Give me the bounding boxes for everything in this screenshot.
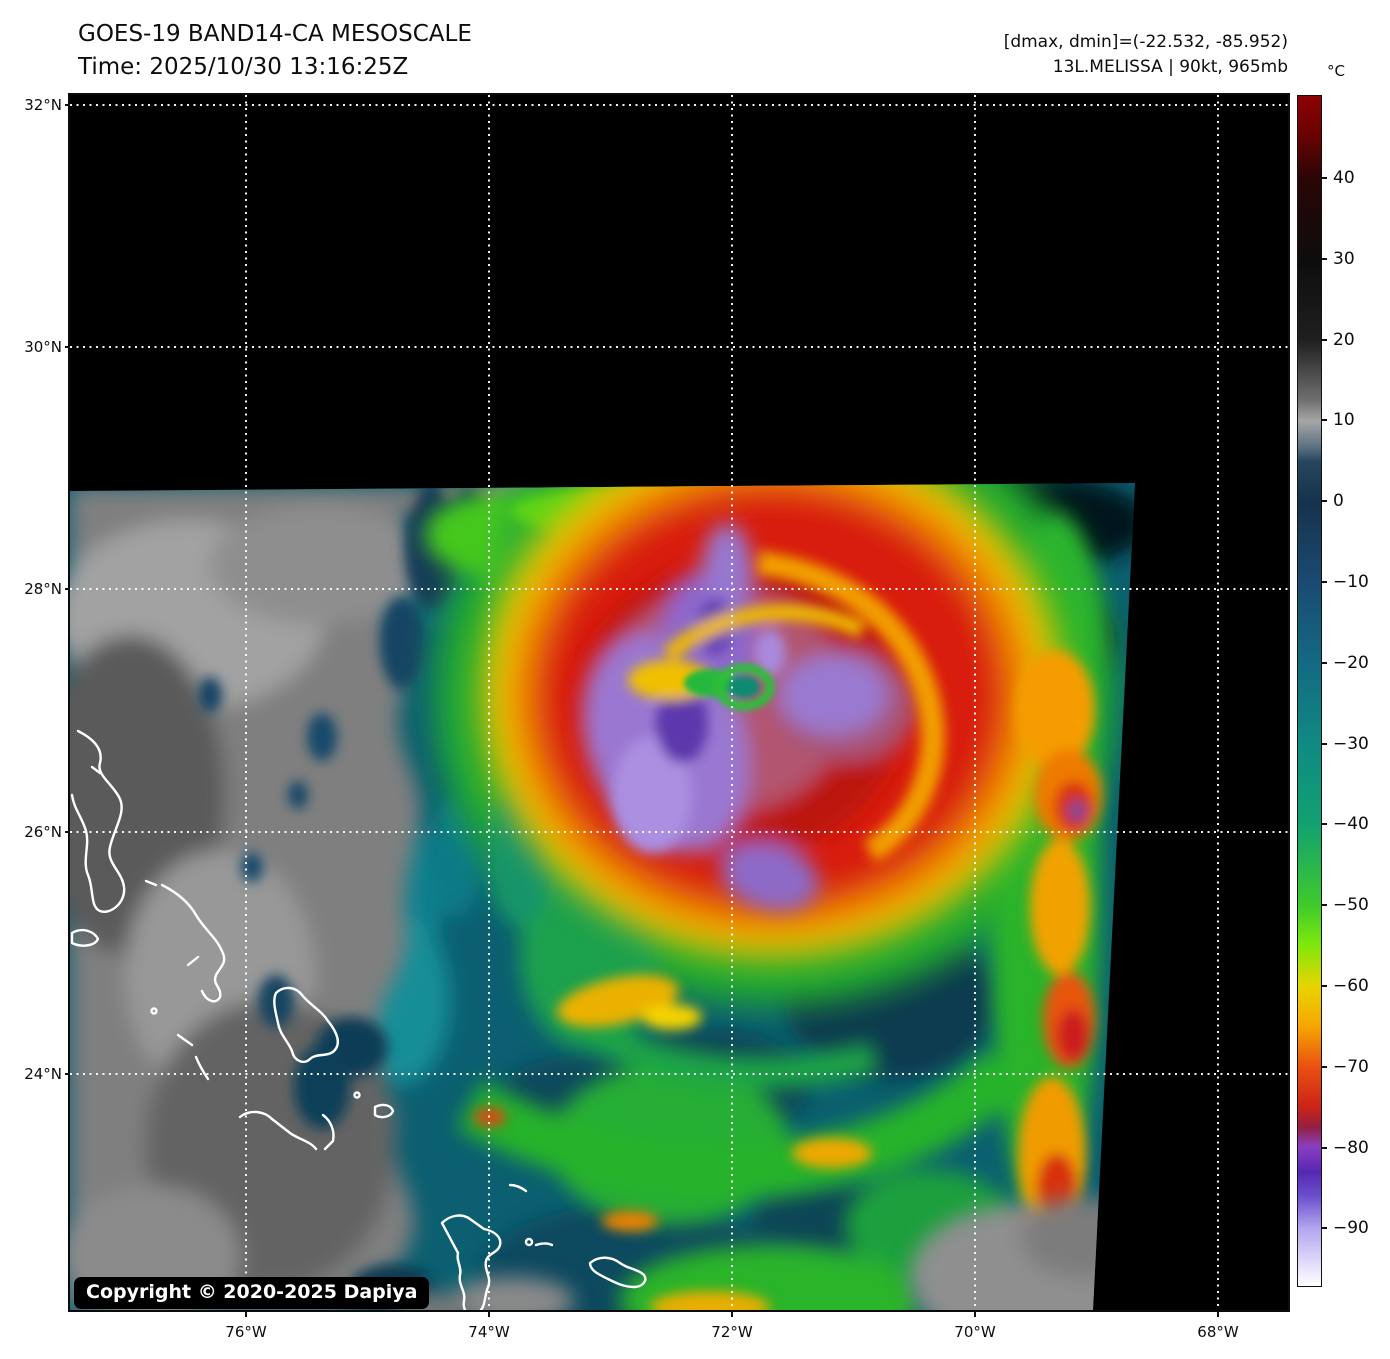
page-title: GOES-19 BAND14-CA MESOSCALE [78,21,472,47]
colorbar-tick [1322,258,1327,260]
graticule [70,95,1288,1310]
colorbar-tick-label: −60 [1333,976,1369,996]
colorbar-tick [1322,662,1327,664]
colorbar-tick-label: −20 [1333,653,1369,673]
colorbar-tick-label: −50 [1333,895,1369,915]
lon-label-68w: 68°W [1197,1323,1239,1341]
colorbar-tick-label: 0 [1333,491,1344,511]
title-block: GOES-19 BAND14-CA MESOSCALE Time: 2025/1… [78,18,472,84]
lat-label-24n: 24°N [24,1065,62,1083]
colorbar-tick-label: −90 [1333,1218,1369,1238]
map-canvas: Copyright © 2020-2025 Dapiya [68,93,1290,1312]
lat-label-30n: 30°N [24,338,62,356]
colorbar-tick [1322,581,1327,583]
axis-tick [974,1312,976,1317]
colorbar-tick-label: −40 [1333,814,1369,834]
axis-tick [65,1073,70,1075]
colorbar-tick [1322,177,1327,179]
colorbar-tick-label: 30 [1333,249,1355,269]
copyright-badge: Copyright © 2020-2025 Dapiya [74,1277,430,1309]
storm-info: 13L.MELISSA | 90kt, 965mb [1052,57,1288,77]
axis-tick [245,1312,247,1317]
colorbar-tick [1322,1147,1327,1149]
colorbar-tick-label: −10 [1333,572,1369,592]
axis-tick [488,1312,490,1317]
colorbar-tick-label: −30 [1333,734,1369,754]
lon-label-72w: 72°W [711,1323,753,1341]
lon-label-76w: 76°W [225,1323,267,1341]
colorbar-tick-label: 20 [1333,330,1355,350]
lon-label-74w: 74°W [468,1323,510,1341]
lon-label-70w: 70°W [954,1323,996,1341]
dmax-dmin-readout: [dmax, dmin]=(-22.532, -85.952) [1003,32,1288,52]
lat-label-28n: 28°N [24,580,62,598]
colorbar-tick [1322,823,1327,825]
axis-tick [731,1312,733,1317]
annotation-block: [dmax, dmin]=(-22.532, -85.952) 13L.MELI… [1004,30,1288,80]
colorbar-tick-label: 40 [1333,168,1355,188]
lat-label-32n: 32°N [24,96,62,114]
colorbar-tick [1322,339,1327,341]
colorbar-tick [1322,743,1327,745]
hurricane [390,483,1135,1310]
axis-tick [65,346,70,348]
colorbar-tick [1322,985,1327,987]
colorbar-tick [1322,1066,1327,1068]
timestamp: Time: 2025/10/30 13:16:25Z [78,54,409,80]
coastlines [70,729,647,1310]
colorbar-tick [1322,904,1327,906]
colorbar [1297,95,1322,1287]
axis-tick [65,831,70,833]
axis-tick [65,588,70,590]
gray-cloud-mass [70,487,430,1310]
colorbar-tick [1322,419,1327,421]
colorbar-tick [1322,500,1327,502]
colorbar-tick-label: −70 [1333,1057,1369,1077]
colorbar-unit: °C [1327,62,1345,80]
axis-tick [65,104,70,106]
axis-tick [1217,1312,1219,1317]
colorbar-tick [1322,1227,1327,1229]
lat-label-26n: 26°N [24,823,62,841]
hurricane-eye [684,663,775,711]
data-sector [70,483,1135,1310]
colorbar-tick-label: 10 [1333,410,1355,430]
colorbar-tick-label: −80 [1333,1138,1369,1158]
satellite-imagery [70,95,1288,1310]
